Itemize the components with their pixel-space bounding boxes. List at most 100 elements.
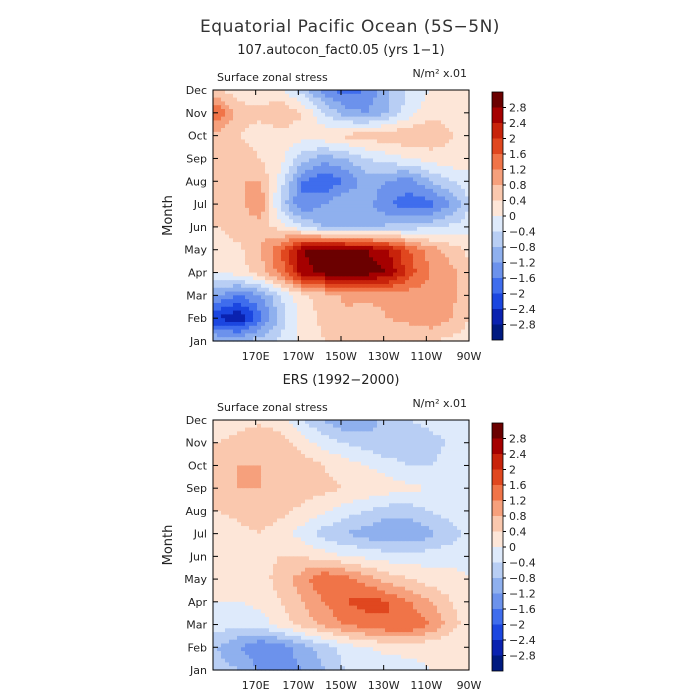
- heatmap-cell: [293, 230, 298, 236]
- heatmap-cell: [237, 295, 242, 300]
- heatmap-cell: [237, 169, 242, 175]
- heatmap-cell: [257, 105, 262, 110]
- heatmap-cell: [265, 276, 270, 281]
- heatmap-cell: [393, 128, 398, 133]
- heatmap-cell: [285, 272, 290, 277]
- heatmap-cell: [377, 253, 382, 258]
- heatmap-cell: [453, 207, 458, 213]
- heatmap-cell: [425, 223, 430, 228]
- heatmap-cell: [305, 196, 310, 201]
- heatmap-cell: [313, 204, 318, 209]
- heatmap-cell: [313, 306, 318, 312]
- heatmap-cell: [269, 310, 274, 315]
- heatmap-cell: [457, 249, 462, 255]
- heatmap-cell: [277, 185, 282, 190]
- heatmap-cell: [237, 97, 242, 103]
- heatmap-cell: [213, 318, 218, 323]
- colorbar-swatch: [492, 262, 503, 278]
- heatmap-cell: [401, 207, 406, 213]
- heatmap-cell: [249, 105, 254, 110]
- heatmap-cell: [449, 169, 454, 175]
- heatmap-cell: [217, 238, 222, 243]
- heatmap-cell: [225, 438, 230, 444]
- heatmap-cell: [365, 128, 370, 133]
- heatmap-cell: [245, 299, 250, 304]
- heatmap-cell: [401, 97, 406, 103]
- heatmap-cell: [349, 105, 354, 110]
- heatmap-cell: [325, 234, 330, 239]
- heatmap-cell: [405, 150, 410, 156]
- heatmap-cell: [309, 438, 314, 444]
- heatmap-cell: [213, 249, 218, 255]
- heatmap-cell: [225, 219, 230, 224]
- heatmap-cell: [445, 242, 450, 247]
- heatmap-cell: [353, 124, 358, 129]
- heatmap-cell: [425, 124, 430, 129]
- heatmap-cell: [241, 147, 246, 152]
- heatmap-cell: [273, 302, 278, 308]
- heatmap-cell: [297, 427, 302, 432]
- heatmap-cell: [221, 276, 226, 281]
- heatmap-cell: [225, 226, 230, 232]
- heatmap-cell: [281, 158, 286, 163]
- heatmap-cell: [213, 299, 218, 304]
- heatmap-cell: [233, 90, 238, 95]
- heatmap-cell: [281, 154, 286, 160]
- heatmap-cell: [249, 120, 254, 125]
- heatmap-cell: [313, 192, 318, 198]
- heatmap-cell: [245, 226, 250, 232]
- heatmap-cell: [217, 200, 222, 205]
- heatmap-cell: [249, 147, 254, 152]
- heatmap-cell: [245, 177, 250, 182]
- heatmap-cell: [249, 207, 254, 213]
- heatmap-cell: [217, 120, 222, 125]
- heatmap-cell: [401, 204, 406, 209]
- heatmap-cell: [381, 329, 386, 334]
- heatmap-cell: [313, 238, 318, 243]
- heatmap-cell: [377, 283, 382, 289]
- heatmap-cell: [425, 302, 430, 308]
- heatmap-cell: [397, 299, 402, 304]
- heatmap-cell: [337, 143, 342, 148]
- heatmap-cell: [365, 291, 370, 296]
- heatmap-cell: [237, 245, 242, 251]
- heatmap-cell: [253, 101, 258, 106]
- heatmap-cell: [313, 420, 318, 425]
- heatmap-cell: [397, 181, 402, 186]
- heatmap-cell: [297, 329, 302, 334]
- heatmap-cell: [309, 154, 314, 160]
- heatmap-cell: [357, 124, 362, 129]
- heatmap-cell: [429, 446, 434, 451]
- heatmap-cell: [281, 207, 286, 213]
- heatmap-cell: [389, 150, 394, 156]
- heatmap-cell: [229, 109, 234, 114]
- heatmap-cell: [317, 249, 322, 255]
- heatmap-cell: [313, 446, 318, 451]
- heatmap-cell: [409, 431, 414, 436]
- heatmap-cell: [437, 158, 442, 163]
- heatmap-cell: [269, 306, 274, 312]
- heatmap-cell: [369, 423, 374, 429]
- heatmap-cell: [361, 173, 366, 179]
- heatmap-cell: [305, 150, 310, 156]
- heatmap-cell: [393, 257, 398, 262]
- heatmap-cell: [361, 101, 366, 106]
- heatmap-cell: [325, 112, 330, 118]
- heatmap-cell: [293, 150, 298, 156]
- heatmap-cell: [361, 423, 366, 429]
- heatmap-cell: [413, 162, 418, 167]
- heatmap-cell: [385, 242, 390, 247]
- heatmap-cell: [297, 283, 302, 289]
- heatmap-cell: [317, 200, 322, 205]
- heatmap-cell: [233, 435, 238, 440]
- heatmap-cell: [353, 450, 358, 455]
- heatmap-cell: [413, 245, 418, 251]
- heatmap-cell: [449, 162, 454, 167]
- heatmap-cell: [417, 124, 422, 129]
- heatmap-cell: [445, 264, 450, 270]
- heatmap-cell: [253, 223, 258, 228]
- heatmap-cell: [341, 268, 346, 274]
- heatmap-cell: [341, 211, 346, 217]
- heatmap-cell: [277, 109, 282, 114]
- heatmap-cell: [317, 234, 322, 239]
